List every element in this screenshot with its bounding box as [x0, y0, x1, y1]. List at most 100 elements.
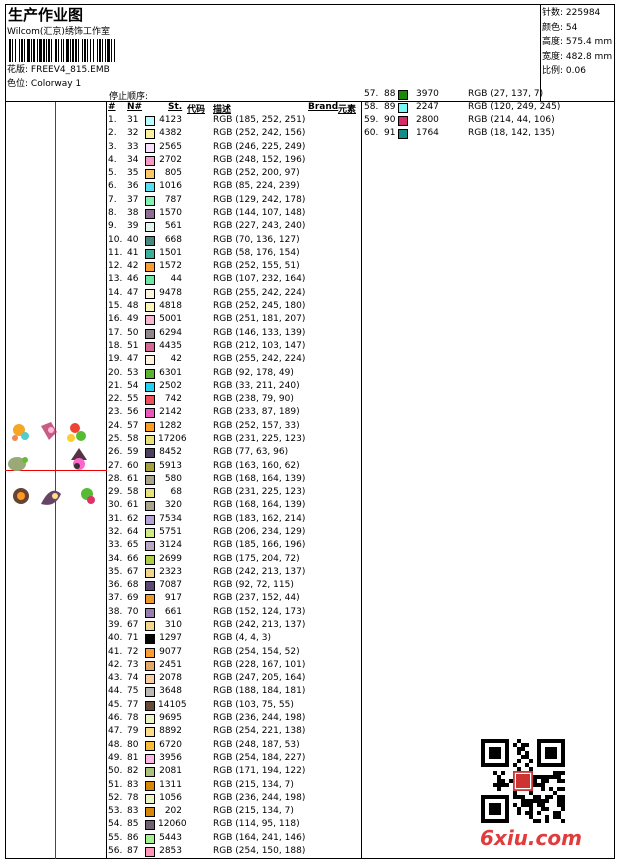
row-needle: 86 [127, 832, 139, 843]
row-stitches: 310 [164, 620, 182, 631]
row-needle: 81 [127, 752, 139, 763]
row-needle: 54 [127, 380, 139, 391]
color-swatch [145, 501, 155, 512]
table-row: 35. 67 2323 RGB (242, 213, 137) [108, 567, 358, 580]
row-stitches: 1297 [159, 633, 182, 644]
color-swatch [145, 833, 155, 844]
row-index: 42. [108, 659, 123, 670]
row-stitches: 1764 [416, 128, 439, 138]
row-description: RGB (27, 137, 7) [468, 89, 544, 99]
color-swatch [145, 302, 155, 313]
row-stitches: 12060 [158, 819, 187, 830]
color-swatch [145, 355, 155, 366]
row-stitches: 2853 [159, 845, 182, 856]
row-needle: 50 [127, 327, 139, 338]
row-description: RGB (183, 162, 214) [213, 513, 306, 524]
row-needle: 74 [127, 673, 139, 684]
table-row: 50. 82 2081 RGB (171, 194, 122) [108, 766, 358, 779]
color-swatch [145, 395, 155, 406]
table-row: 8. 38 1570 RGB (144, 107, 148) [108, 208, 358, 221]
row-stitches: 4818 [159, 301, 182, 312]
row-description: RGB (92, 72, 115) [213, 580, 294, 591]
row-description: RGB (255, 242, 224) [213, 354, 306, 365]
color-swatch [145, 740, 155, 751]
row-needle: 48 [127, 301, 139, 312]
row-description: RGB (247, 205, 164) [213, 673, 306, 684]
row-needle: 38 [127, 208, 139, 219]
row-needle: 57 [127, 420, 139, 431]
color-swatch [145, 182, 155, 193]
row-needle: 70 [127, 606, 139, 617]
row-description: RGB (233, 87, 189) [213, 407, 300, 418]
color-swatch [145, 341, 155, 352]
table-row: 53. 83 202 RGB (215, 134, 7) [108, 806, 358, 819]
page-title: 生产作业图 [8, 6, 84, 24]
row-stitches: 3970 [416, 89, 439, 99]
table-row: 19. 47 42 RGB (255, 242, 224) [108, 354, 358, 367]
row-needle: 67 [127, 566, 139, 577]
table-row: 16. 49 5001 RGB (251, 181, 207) [108, 314, 358, 327]
table-row: 58. 89 2247 RGB (120, 249, 245) [364, 102, 614, 115]
table-row: 55. 86 5443 RGB (164, 241, 146) [108, 833, 358, 846]
color-swatch [145, 155, 155, 166]
table-row: 34. 66 2699 RGB (175, 204, 72) [108, 554, 358, 567]
table-row: 13. 46 44 RGB (107, 232, 164) [108, 274, 358, 287]
table-row: 11. 41 1501 RGB (58, 176, 154) [108, 248, 358, 261]
row-description: RGB (246, 225, 249) [213, 141, 306, 152]
worksheet-frame [5, 4, 615, 859]
row-description: RGB (188, 184, 181) [213, 686, 306, 697]
table-row: 48. 80 6720 RGB (248, 187, 53) [108, 740, 358, 753]
row-description: RGB (212, 103, 147) [213, 340, 306, 351]
color-swatch [145, 700, 155, 711]
col-header-needle: N# [127, 102, 143, 112]
color-swatch [145, 421, 155, 432]
row-index: 4. [108, 154, 117, 165]
row-description: RGB (206, 234, 129) [213, 526, 306, 537]
row-stitches: 5913 [159, 460, 182, 471]
row-needle: 33 [127, 141, 139, 152]
row-description: RGB (129, 242, 178) [213, 194, 306, 205]
row-index: 10. [108, 234, 123, 245]
color-swatch [145, 129, 155, 140]
row-description: RGB (252, 242, 156) [213, 128, 306, 139]
row-description: RGB (4, 4, 3) [213, 633, 271, 644]
barcode [9, 39, 116, 62]
row-description: RGB (18, 142, 135) [468, 128, 555, 138]
color-swatch [145, 634, 155, 645]
row-description: RGB (254, 184, 227) [213, 752, 306, 763]
row-stitches: 5001 [159, 314, 182, 325]
color-swatch [145, 807, 155, 818]
row-description: RGB (228, 167, 101) [213, 659, 306, 670]
color-swatch [398, 90, 408, 100]
row-description: RGB (214, 44, 106) [468, 115, 555, 125]
row-index: 13. [108, 274, 123, 285]
row-stitches: 202 [164, 806, 182, 817]
color-swatch [145, 820, 155, 831]
table-row: 26. 59 8452 RGB (77, 63, 96) [108, 447, 358, 460]
row-description: RGB (251, 181, 207) [213, 314, 306, 325]
row-needle: 31 [127, 115, 139, 125]
color-swatch [398, 103, 408, 113]
row-stitches: 1572 [159, 261, 182, 272]
row-stitches: 1501 [159, 247, 182, 258]
row-stitches: 8892 [159, 726, 182, 737]
row-needle: 46 [127, 274, 139, 285]
color-swatch [145, 474, 155, 485]
row-description: RGB (164, 241, 146) [213, 832, 306, 843]
row-description: RGB (175, 204, 72) [213, 553, 300, 564]
row-needle: 35 [127, 168, 139, 179]
row-description: RGB (231, 225, 123) [213, 433, 306, 444]
colorway-value: Colorway 1 [30, 79, 82, 89]
color-swatch [398, 129, 408, 139]
row-needle: 80 [127, 739, 139, 750]
table-row: 52. 78 1056 RGB (236, 244, 198) [108, 793, 358, 806]
row-index: 59. [364, 115, 379, 125]
table-row: 6. 36 1016 RGB (85, 224, 239) [108, 181, 358, 194]
row-needle: 77 [127, 699, 139, 710]
center-vertical-line [55, 102, 56, 859]
row-stitches: 68 [170, 487, 182, 498]
row-description: RGB (120, 249, 245) [468, 102, 561, 112]
row-index: 12. [108, 261, 123, 272]
table-row: 42. 73 2451 RGB (228, 167, 101) [108, 660, 358, 673]
row-needle: 67 [127, 620, 139, 631]
